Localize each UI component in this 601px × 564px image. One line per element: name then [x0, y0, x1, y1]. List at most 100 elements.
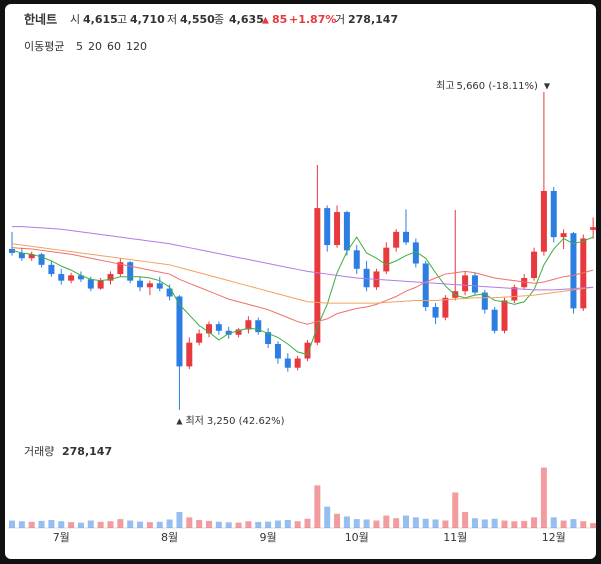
volume-bar: [531, 517, 538, 528]
candle-body: [491, 309, 498, 331]
volume-bar: [284, 520, 291, 528]
volume-bar: [314, 485, 321, 528]
candle-body: [540, 190, 547, 252]
volume-bar: [28, 521, 35, 528]
volume-current: 278,147: [62, 445, 112, 458]
moving-average: [11, 243, 594, 304]
x-tick-label: 10월: [345, 531, 369, 544]
moving-average: [12, 226, 594, 291]
volume-bar: [225, 522, 232, 528]
candle-body: [363, 268, 370, 288]
volume-label: 거: [335, 13, 345, 26]
volume-bar: [373, 520, 380, 528]
volume-bar: [471, 518, 478, 528]
volume-bar: [580, 521, 587, 528]
volume-bar: [206, 520, 212, 528]
candle-body: [314, 208, 321, 343]
candle-body: [206, 324, 212, 334]
candle-body: [146, 283, 153, 288]
volume-bar: [334, 513, 341, 528]
max-prefix: 최고: [436, 80, 454, 92]
candle-body: [393, 231, 400, 248]
legend-item: 5: [76, 40, 83, 53]
candle-body: [137, 280, 144, 288]
candle-body: [284, 358, 291, 368]
volume-bar: [196, 520, 203, 528]
volume-bar: [403, 515, 409, 528]
high-label: 고: [117, 13, 127, 26]
candle-body: [196, 333, 203, 343]
max-arrow: ▼: [544, 82, 551, 91]
volume-bar: [58, 521, 65, 528]
stock-name[interactable]: 한네트: [24, 12, 57, 27]
volume-bar: [9, 520, 15, 528]
volume-bar: [462, 512, 469, 528]
candle-body: [521, 278, 528, 288]
volume-bar: [215, 521, 222, 528]
candle-body: [28, 254, 35, 259]
volume-bar: [137, 521, 144, 528]
candle-body: [97, 280, 104, 289]
candle-body: [235, 329, 242, 335]
volume-bar: [383, 515, 390, 528]
candle-body: [215, 324, 222, 331]
min-prefix: 최저: [185, 415, 203, 427]
candle-body: [511, 287, 518, 301]
volume-bar: [343, 516, 350, 528]
candle-body: [531, 251, 538, 279]
x-tick-label: 9월: [260, 531, 277, 544]
up-arrow: ▲: [262, 16, 269, 26]
candle-body: [294, 358, 301, 368]
legend-item: 60: [107, 40, 121, 53]
candle-body: [471, 275, 478, 293]
volume-bar: [324, 506, 331, 528]
moving-average: [11, 247, 594, 325]
candle-body: [186, 342, 193, 367]
volume-bar: [481, 519, 488, 528]
volume-bar: [176, 512, 183, 528]
volume-bar: [97, 521, 104, 528]
volume-bar: [491, 518, 498, 528]
candle-body: [176, 296, 183, 367]
candle-body: [117, 262, 124, 275]
volume-value: 278,147: [348, 13, 398, 26]
volume-bar: [353, 519, 360, 528]
candle-body: [274, 343, 281, 359]
volume-bar: [166, 519, 173, 528]
candle-body: [590, 227, 597, 230]
candle-body: [550, 190, 557, 238]
candle-body: [422, 263, 429, 308]
low-label: 저: [167, 13, 177, 26]
panel: [5, 4, 596, 559]
volume-bar: [146, 522, 153, 528]
volume-bar: [521, 520, 528, 528]
candle-body: [68, 275, 75, 281]
candle-body: [48, 264, 55, 275]
candle-body: [501, 300, 508, 331]
volume-bar: [540, 467, 547, 528]
max-value: 5,660 (-18.11%): [457, 81, 538, 92]
candle-body: [77, 275, 84, 280]
candle-body: [225, 330, 232, 335]
open-value: 4,615: [83, 13, 118, 26]
min-value: 3,250 (42.62%): [207, 416, 285, 427]
x-tick-label: 8월: [161, 531, 178, 544]
volume-bar: [18, 521, 25, 528]
volume-bar: [294, 521, 301, 528]
candle-body: [255, 320, 262, 333]
volume-bar: [38, 520, 45, 528]
close-value: 4,635: [229, 13, 264, 26]
volume-bar: [107, 521, 114, 528]
x-tick-label: 7월: [53, 531, 70, 544]
candle-body: [383, 247, 390, 272]
volume-bar: [87, 520, 94, 528]
volume-title: 거래량: [24, 445, 54, 458]
candle-body: [403, 231, 409, 243]
low-value: 4,550: [180, 13, 215, 26]
volume-bar: [560, 520, 567, 528]
volume-bar: [156, 521, 163, 528]
volume-bar: [127, 520, 134, 528]
candle-body: [107, 274, 114, 281]
volume-bar: [265, 521, 272, 528]
volume-bar: [245, 521, 252, 528]
